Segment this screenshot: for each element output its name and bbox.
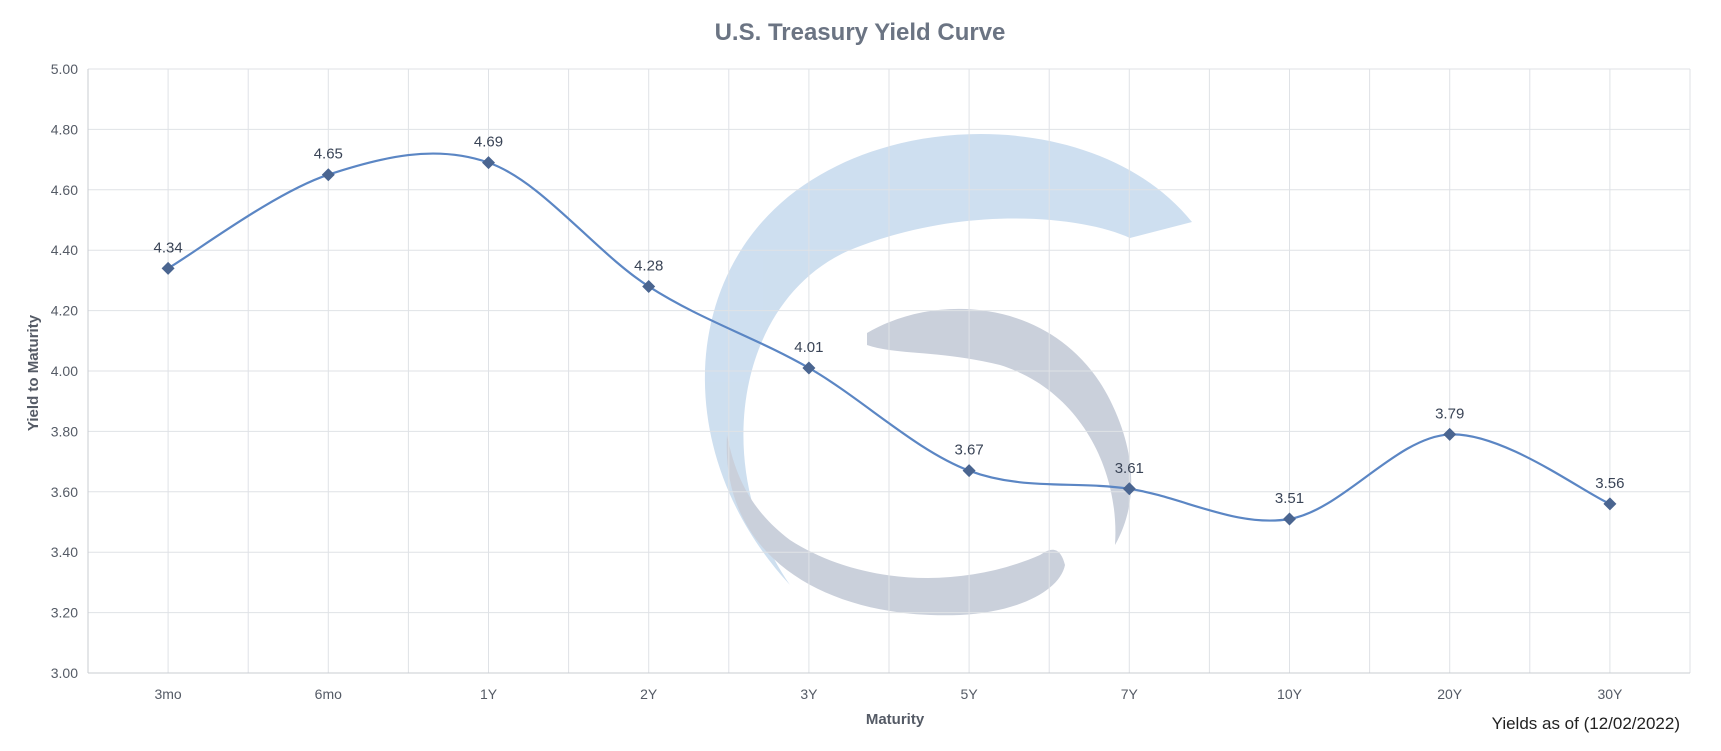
yields-date-footnote: Yields as of (12/02/2022): [1492, 714, 1680, 733]
x-tick-label: 10Y: [1277, 686, 1303, 702]
data-label: 4.65: [314, 146, 343, 163]
gridlines: [88, 68, 1691, 673]
y-tick-labels: 3.00 3.20 3.40 3.60 3.80 4.00 4.20 4.40 4.60 4.80…: [51, 61, 78, 681]
x-tick-label: 6mo: [315, 686, 342, 702]
y-tick-label: 4.80: [51, 121, 78, 137]
y-tick-label: 4.20: [51, 303, 78, 319]
x-tick-labels: 3mo 6mo 1Y 2Y 3Y 5Y 7Y 10Y 20Y 30Y: [154, 686, 1623, 702]
y-tick-label: 3.80: [51, 423, 78, 439]
x-tick-label: 1Y: [480, 686, 498, 702]
data-label: 4.28: [634, 257, 663, 274]
x-tick-label: 20Y: [1437, 686, 1463, 702]
data-label: 3.56: [1595, 475, 1624, 492]
y-tick-label: 4.40: [51, 242, 78, 258]
data-point: [802, 361, 816, 375]
data-label: 3.79: [1435, 405, 1464, 422]
data-point: [161, 261, 175, 275]
data-label: 3.67: [954, 442, 983, 459]
x-axis-label: Maturity: [866, 711, 925, 728]
data-point: [1122, 482, 1136, 496]
data-point: [962, 464, 976, 478]
chart-title: U.S. Treasury Yield Curve: [715, 19, 1006, 46]
data-point: [482, 156, 495, 170]
data-label: 3.51: [1275, 490, 1304, 507]
y-tick-label: 3.40: [51, 544, 78, 560]
x-tick-label: 2Y: [640, 686, 658, 702]
x-tick-label: 3mo: [154, 686, 181, 702]
data-point: [642, 279, 656, 293]
y-tick-label: 3.20: [51, 605, 78, 621]
x-tick-label: 7Y: [1121, 686, 1139, 702]
y-tick-label: 3.00: [51, 665, 78, 681]
data-label: 4.69: [474, 134, 503, 151]
logo-watermark: [704, 134, 1192, 616]
x-tick-label: 3Y: [800, 686, 818, 702]
x-tick-label: 30Y: [1597, 686, 1623, 702]
data-markers: [161, 156, 1617, 526]
y-tick-label: 4.60: [51, 182, 78, 198]
x-tick-label: 5Y: [961, 686, 979, 702]
data-label: 4.01: [794, 339, 823, 356]
y-tick-label: 5.00: [51, 61, 78, 77]
axes: [87, 69, 1690, 674]
y-tick-label: 4.00: [51, 363, 78, 379]
data-point: [1443, 427, 1457, 441]
data-point: [321, 168, 335, 182]
data-point: [1603, 497, 1617, 511]
data-labels: 4.34 4.65 4.69 4.28 4.01 3.67 3.61 3.51 3.79 3.56: [153, 134, 1624, 507]
series-line: [167, 152, 1611, 522]
data-label: 3.61: [1115, 460, 1144, 477]
y-axis-label: Yield to Maturity: [25, 314, 42, 431]
y-tick-label: 3.60: [51, 484, 78, 500]
data-point: [1283, 512, 1296, 526]
data-label: 4.34: [153, 239, 182, 256]
